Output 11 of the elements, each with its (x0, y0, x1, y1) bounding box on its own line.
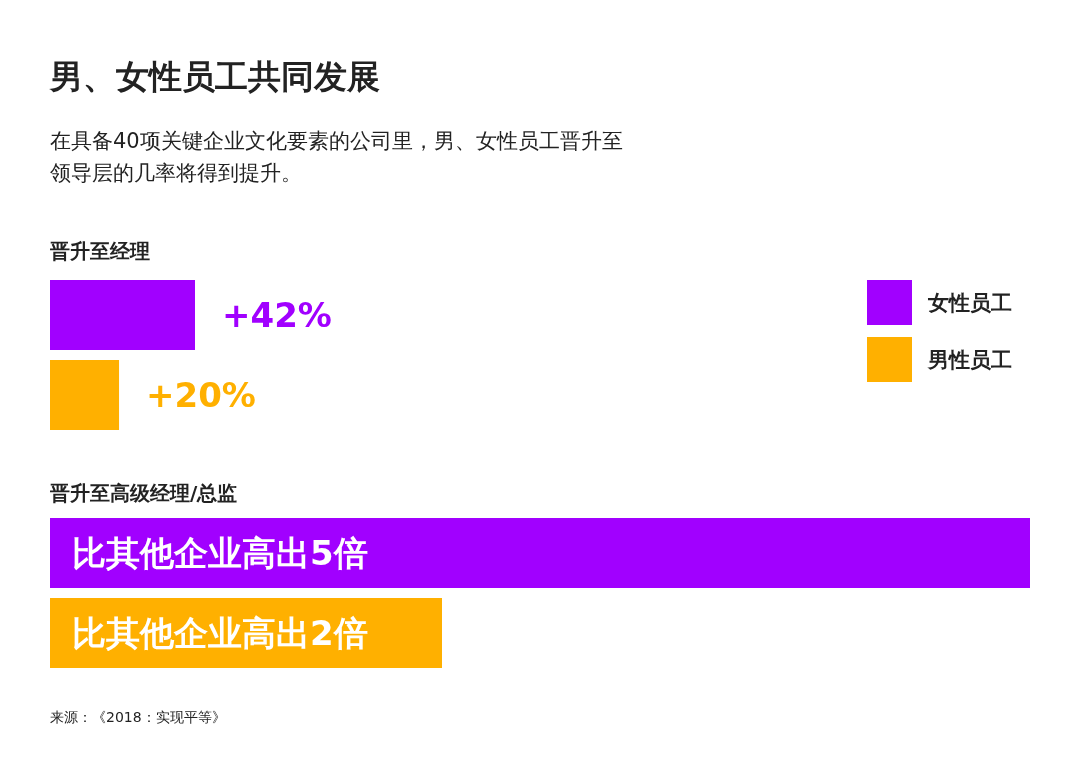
legend-label: 男性员工 (927, 347, 1012, 372)
text: 在具备40项关键企业文化要素的公司里，男、女性员工晋升至领导层的几率将得到提升。 (50, 129, 623, 185)
chart-title: 晋升至高级经理/总监 (49, 481, 238, 505)
chart-title: 晋升至经理 (49, 239, 150, 263)
data-label: +42% (222, 295, 332, 335)
data-label: 比其他企业高出5倍 (72, 533, 368, 573)
source-note: 来源：《2018：实现平等》 (50, 709, 226, 725)
data-label: 比其他企业高出2倍 (72, 613, 368, 653)
legend-label: 女性员工 (927, 290, 1012, 315)
data-label: +20% (146, 375, 256, 415)
text: 男、女性员工共同发展 (49, 57, 380, 96)
